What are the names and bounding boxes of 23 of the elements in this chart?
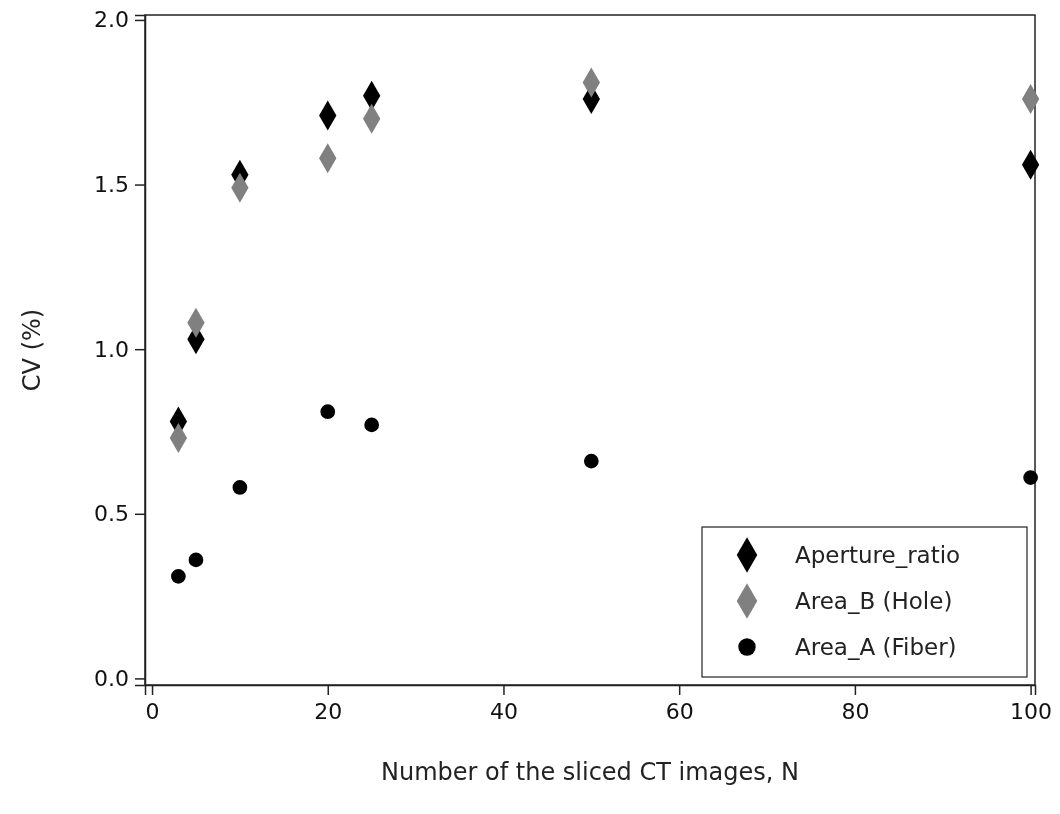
y-axis-title: CV (%)	[18, 308, 46, 392]
x-axis-title: Number of the sliced CT images, N	[381, 758, 799, 786]
x-tick-label: 20	[314, 698, 343, 724]
point	[188, 552, 204, 568]
point	[232, 480, 248, 495]
y-tick-label: 1.5	[94, 172, 129, 198]
point	[1023, 470, 1038, 485]
y-tick-label: 1.0	[94, 336, 129, 362]
x-tick-label: 60	[665, 698, 694, 724]
legend-label: Area_B (Hole)	[795, 588, 953, 614]
x-tick-label: 100	[1010, 698, 1053, 724]
y-tick-label: 0.0	[94, 665, 129, 691]
point	[364, 417, 380, 433]
legend-label: Area_A (Fiber)	[795, 634, 957, 660]
point	[320, 404, 336, 420]
x-tick-label: 80	[841, 698, 870, 724]
y-tick-label: 0.5	[94, 501, 129, 527]
x-tick-label: 0	[145, 698, 160, 724]
y-tick-label: 2.0	[94, 7, 129, 33]
legend-label: Aperture_ratio	[795, 542, 961, 568]
x-tick-label: 40	[489, 698, 518, 724]
point	[583, 453, 599, 469]
point	[171, 569, 186, 584]
